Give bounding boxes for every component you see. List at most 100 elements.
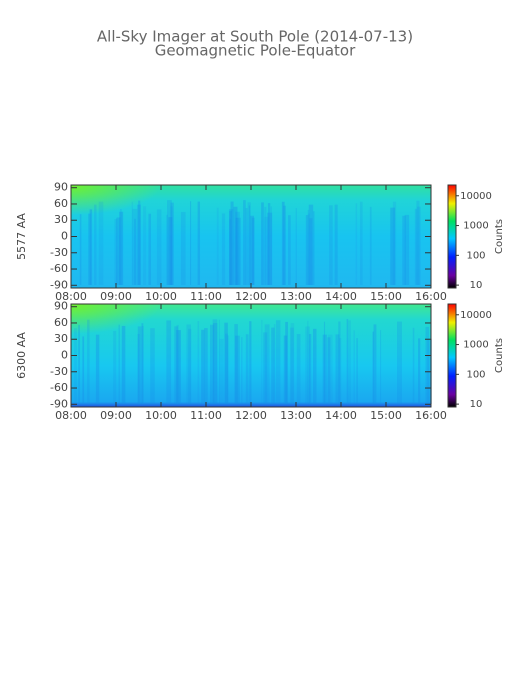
heatmap-streak [307, 209, 309, 285]
heatmap-streak [170, 202, 174, 285]
x-tick-label: 09:00 [100, 290, 132, 303]
colorbar-tick-label: 10000 [460, 310, 492, 321]
heatmap-streak [273, 324, 276, 404]
colorbar [447, 303, 457, 408]
x-tick-label: 11:00 [190, 409, 222, 422]
y-tick-label: -30 [50, 246, 68, 259]
heatmap-streak [114, 219, 118, 285]
heatmap-streak [116, 217, 121, 285]
heatmap-streak [188, 328, 192, 404]
x-tick-label: 11:00 [190, 290, 222, 303]
heatmap-streak [230, 201, 234, 285]
colorbar-tick-label: 100 [466, 369, 485, 380]
y-tick-label: 30 [54, 332, 68, 345]
heatmap-streak [219, 338, 224, 404]
heatmap-streak [119, 211, 124, 285]
heatmap-streak [210, 324, 215, 404]
x-tick-label: 12:00 [235, 290, 267, 303]
colorbar-tick-label: 10 [470, 280, 483, 291]
heatmap-streak [95, 334, 100, 404]
title: All-Sky Imager at South Pole (2014-07-13… [97, 28, 413, 46]
heatmap-streak [119, 209, 122, 285]
heatmap-streak [74, 328, 77, 404]
x-tick-label: 16:00 [415, 290, 447, 303]
heatmap-streak [168, 217, 173, 285]
heatmap-streak [176, 330, 182, 404]
heatmap-streak [416, 200, 420, 285]
heatmap-streak [397, 321, 402, 404]
heatmap-streak [288, 215, 291, 285]
heatmap-streak [285, 321, 288, 404]
heatmap-streak [283, 205, 286, 285]
heatmap-streak [353, 330, 355, 404]
heatmap-streak [329, 205, 333, 285]
heatmap-streak [322, 334, 327, 404]
heatmap-streak [241, 337, 243, 404]
heatmap-streak [335, 334, 340, 404]
heatmap-streak [261, 202, 264, 285]
heatmap-streak [190, 201, 192, 285]
heatmap-streak [307, 320, 309, 404]
heatmap-streak [334, 204, 338, 285]
heatmap-streak [404, 214, 410, 285]
heatmap-streak [178, 330, 180, 404]
colorbar-tick-label: 10000 [460, 191, 492, 202]
heatmap-streak [113, 330, 117, 404]
heatmap-streak [281, 201, 285, 285]
y-tick-label: 0 [61, 230, 68, 243]
heatmap-streak [305, 215, 309, 285]
heatmap-streak [283, 335, 288, 404]
heatmap-streak [204, 328, 208, 404]
heatmap-streak [87, 319, 90, 404]
y-tick-label: 0 [61, 349, 68, 362]
x-tick-label: 08:00 [55, 409, 87, 422]
heatmap-streak [418, 338, 421, 404]
y-tick-label: -30 [50, 365, 68, 378]
heatmap-streak [264, 206, 267, 285]
heatmap-streak [245, 334, 249, 404]
heatmap-streak [224, 322, 228, 404]
heatmap-streak [143, 206, 147, 285]
heatmap-streak [308, 333, 312, 404]
heatmap-streak [79, 214, 82, 285]
heatmap-streak [247, 202, 251, 285]
heatmap-streak [197, 201, 201, 285]
heatmap-streak [327, 337, 331, 404]
x-tick-label: 13:00 [280, 290, 312, 303]
heatmap-streak [290, 323, 295, 404]
y-tick-label: -90 [50, 397, 68, 410]
heatmap-streak [372, 331, 375, 404]
heatmap-streak [236, 217, 241, 285]
heatmap-streak [118, 324, 120, 404]
colorbar-tick-label: 1000 [463, 221, 488, 232]
heatmap-streak [229, 210, 232, 285]
x-tick-label: 15:00 [370, 409, 402, 422]
heatmap-streak [228, 209, 234, 285]
heatmap-streak [218, 319, 220, 404]
heatmap-streak [98, 201, 104, 285]
heatmap-streak [148, 213, 152, 285]
heatmap-streak [235, 335, 240, 404]
y-axis-label: 5577 AA [15, 213, 28, 260]
heatmap-streak [417, 206, 421, 285]
heatmap-streak [264, 216, 269, 285]
heatmap-streak [212, 319, 218, 404]
heatmap-streak [176, 324, 179, 404]
x-tick-label: 15:00 [370, 290, 402, 303]
heatmap-streak [402, 215, 406, 285]
heatmap-streak [412, 327, 415, 404]
y-tick-label: -60 [50, 262, 68, 275]
heatmap-streak [225, 333, 228, 404]
heatmap-streak [142, 326, 144, 404]
heatmap-streak [369, 206, 372, 285]
colorbar-label: Counts [494, 219, 505, 254]
x-tick-label: 08:00 [55, 290, 87, 303]
heatmap-streak [355, 203, 358, 285]
heatmap-streak [88, 213, 91, 285]
x-tick-label: 13:00 [280, 409, 312, 422]
heatmap-streak [197, 321, 200, 404]
heatmap-streak [229, 219, 231, 285]
heatmap-streak [94, 204, 97, 285]
heatmap-streak [174, 326, 178, 404]
heatmap-streak [212, 323, 218, 404]
